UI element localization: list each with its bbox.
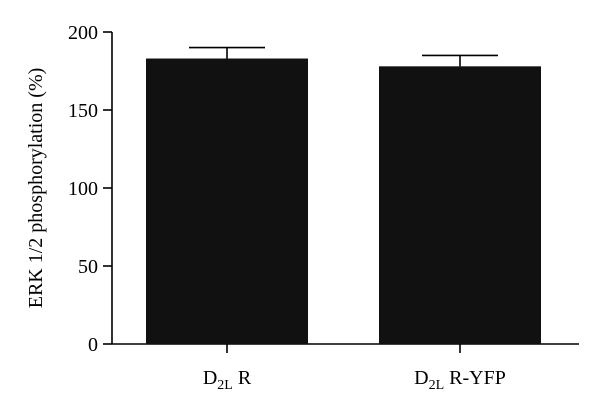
x-category-label: D2L R xyxy=(203,367,252,393)
bar xyxy=(379,66,541,344)
x-category-label-sub: 2L xyxy=(217,378,233,393)
x-category-label-main: D xyxy=(414,367,428,389)
x-category-label-rest: R xyxy=(233,367,252,389)
y-tick-label: 100 xyxy=(68,178,98,200)
y-tick-label: 200 xyxy=(68,22,98,44)
bars xyxy=(146,58,541,345)
x-category-labels: D2L R D2L R-YFP xyxy=(203,344,506,393)
bar xyxy=(146,58,308,345)
y-ticks: 0 50 100 150 200 xyxy=(68,22,112,356)
x-category-label: D2L R-YFP xyxy=(414,367,506,393)
x-category-label-sub: 2L xyxy=(429,378,445,393)
y-tick-label: 150 xyxy=(68,100,98,122)
x-category-label-rest: R-YFP xyxy=(444,367,506,389)
y-tick-label: 0 xyxy=(88,334,98,356)
y-tick-label: 50 xyxy=(78,256,98,278)
x-category-label-main: D xyxy=(203,367,217,389)
error-bars xyxy=(189,46,498,67)
y-axis-title: ERK 1/2 phosphorylation (%) xyxy=(25,68,47,309)
